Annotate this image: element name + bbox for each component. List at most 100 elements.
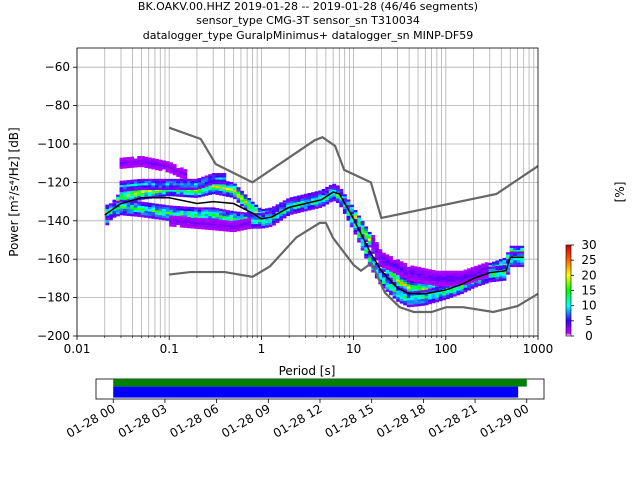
- density-cell: [225, 194, 230, 197]
- density-cell: [105, 215, 110, 218]
- density-cell: [300, 196, 305, 199]
- density-cell: [211, 187, 216, 190]
- density-cell: [218, 208, 223, 212]
- density-cell: [268, 209, 273, 213]
- density-cell: [350, 211, 354, 215]
- density-cell: [389, 258, 393, 261]
- density-cell: [520, 260, 525, 263]
- density-cell: [318, 205, 322, 208]
- density-cell: [158, 178, 163, 182]
- density-cell: [488, 262, 493, 266]
- density-cell: [279, 216, 283, 219]
- density-cell: [254, 215, 259, 218]
- colorbar-tick-label: 25: [581, 253, 596, 267]
- density-cell: [243, 214, 248, 217]
- density-cell: [431, 300, 436, 304]
- density-cell: [190, 215, 195, 219]
- density-cell: [428, 269, 432, 272]
- density-cell: [169, 168, 174, 172]
- density-cell: [133, 183, 138, 187]
- density-cell: [275, 204, 280, 207]
- density-cell: [417, 283, 422, 287]
- density-cell: [233, 229, 237, 233]
- density-cell: [236, 191, 241, 194]
- density-cell: [147, 178, 152, 182]
- density-cell: [208, 223, 213, 226]
- density-cell: [133, 165, 138, 168]
- density-cell: [215, 212, 220, 215]
- density-cell: [293, 207, 298, 210]
- density-cell: [208, 225, 213, 228]
- density-cell: [413, 297, 418, 301]
- density-cell: [165, 209, 170, 212]
- density-cell: [243, 196, 248, 200]
- density-cell: [197, 211, 202, 215]
- density-cell: [467, 281, 471, 284]
- density-cell: [435, 299, 440, 303]
- density-cell: [254, 219, 259, 223]
- density-cell: [254, 204, 259, 208]
- density-cell: [424, 270, 429, 274]
- density-cell: [442, 283, 447, 287]
- density-cell: [194, 219, 198, 223]
- density-cell: [513, 250, 518, 253]
- density-cell: [364, 251, 369, 255]
- density-cell: [144, 161, 149, 164]
- density-cell: [353, 212, 358, 215]
- density-cell: [264, 212, 269, 215]
- density-cell: [449, 293, 454, 296]
- density-cell: [155, 212, 159, 215]
- density-cell: [385, 285, 390, 288]
- colorbar-tick-label: 5: [585, 314, 593, 328]
- density-cell: [126, 163, 131, 166]
- density-cell: [208, 216, 213, 219]
- density-cell: [172, 210, 177, 213]
- density-cell: [275, 207, 280, 210]
- mode-line: [104, 191, 524, 295]
- density-cell: [456, 275, 461, 278]
- density-cell: [158, 181, 163, 184]
- density-cell: [130, 197, 135, 201]
- density-cell: [293, 200, 298, 203]
- density-cell: [498, 272, 503, 275]
- density-cell: [133, 199, 138, 202]
- density-cell: [243, 212, 248, 215]
- density-cell: [438, 292, 443, 295]
- density-cell: [438, 277, 443, 280]
- density-cell: [236, 222, 241, 225]
- title-line-3: datalogger_type GuralpMinimus+ datalogge…: [143, 29, 474, 42]
- density-cell: [396, 299, 400, 302]
- density-cell: [215, 183, 220, 187]
- density-cell: [147, 202, 152, 206]
- density-cell: [201, 187, 205, 190]
- density-cell: [137, 212, 142, 215]
- density-cell: [137, 210, 142, 213]
- density-cell: [140, 208, 145, 211]
- density-cell: [520, 247, 525, 251]
- density-cell: [176, 167, 181, 171]
- density-cell: [133, 190, 138, 193]
- density-cell: [328, 184, 333, 188]
- density-cell: [420, 301, 425, 304]
- density-cell: [459, 291, 464, 295]
- density-cell: [208, 180, 213, 184]
- density-cell: [123, 206, 127, 210]
- density-cell: [116, 203, 120, 206]
- density-cell: [498, 259, 503, 262]
- density-cell: [155, 210, 159, 213]
- density-cell: [119, 159, 124, 163]
- density-cell: [225, 222, 230, 226]
- density-cell: [420, 284, 425, 287]
- density-cell: [428, 280, 432, 283]
- density-cell: [381, 269, 386, 272]
- density-cell: [417, 269, 422, 272]
- density-cell: [197, 224, 202, 227]
- density-cell: [130, 188, 135, 191]
- density-cell: [371, 259, 376, 262]
- density-cell: [420, 276, 425, 279]
- density-cell: [311, 202, 315, 206]
- density-cell: [293, 196, 298, 199]
- density-cell: [137, 183, 142, 186]
- density-cell: [385, 287, 390, 290]
- density-cell: [371, 248, 376, 251]
